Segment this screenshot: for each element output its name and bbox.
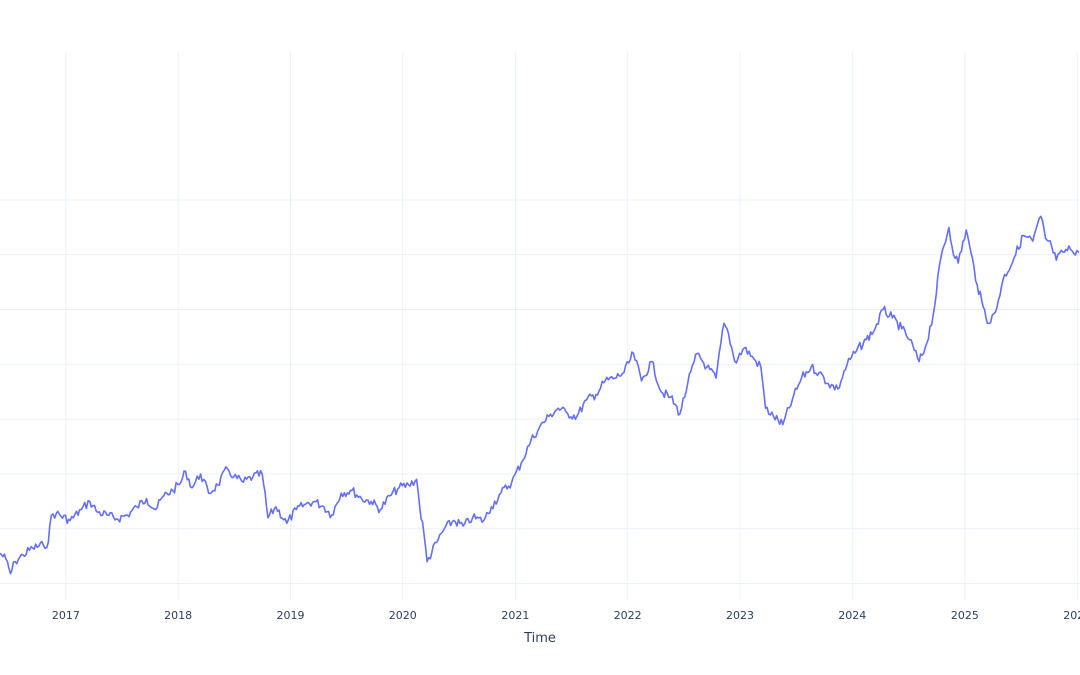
- x-tick-label-2018: 2018: [164, 609, 192, 622]
- x-tick-label-2024: 2024: [838, 609, 866, 622]
- series-layer: [0, 215, 1080, 575]
- x-axis-title: Time: [523, 631, 556, 646]
- x-tick-label-2019: 2019: [276, 609, 304, 622]
- grid: [0, 52, 1080, 600]
- series-line-0: [0, 215, 1080, 575]
- x-tick-label-2026: 2026: [1063, 609, 1080, 622]
- x-tick-label-2025: 2025: [951, 609, 979, 622]
- x-tick-label-2022: 2022: [614, 609, 642, 622]
- x-tick-label-2020: 2020: [389, 609, 417, 622]
- x-axis-ticks: 2017 2018 2019 2020 2021 2022 2023 2024 2025 2026: [52, 609, 1080, 622]
- x-tick-label-2017: 2017: [52, 609, 80, 622]
- x-tick-label-2023: 2023: [726, 609, 754, 622]
- x-tick-label-2021: 2021: [501, 609, 529, 622]
